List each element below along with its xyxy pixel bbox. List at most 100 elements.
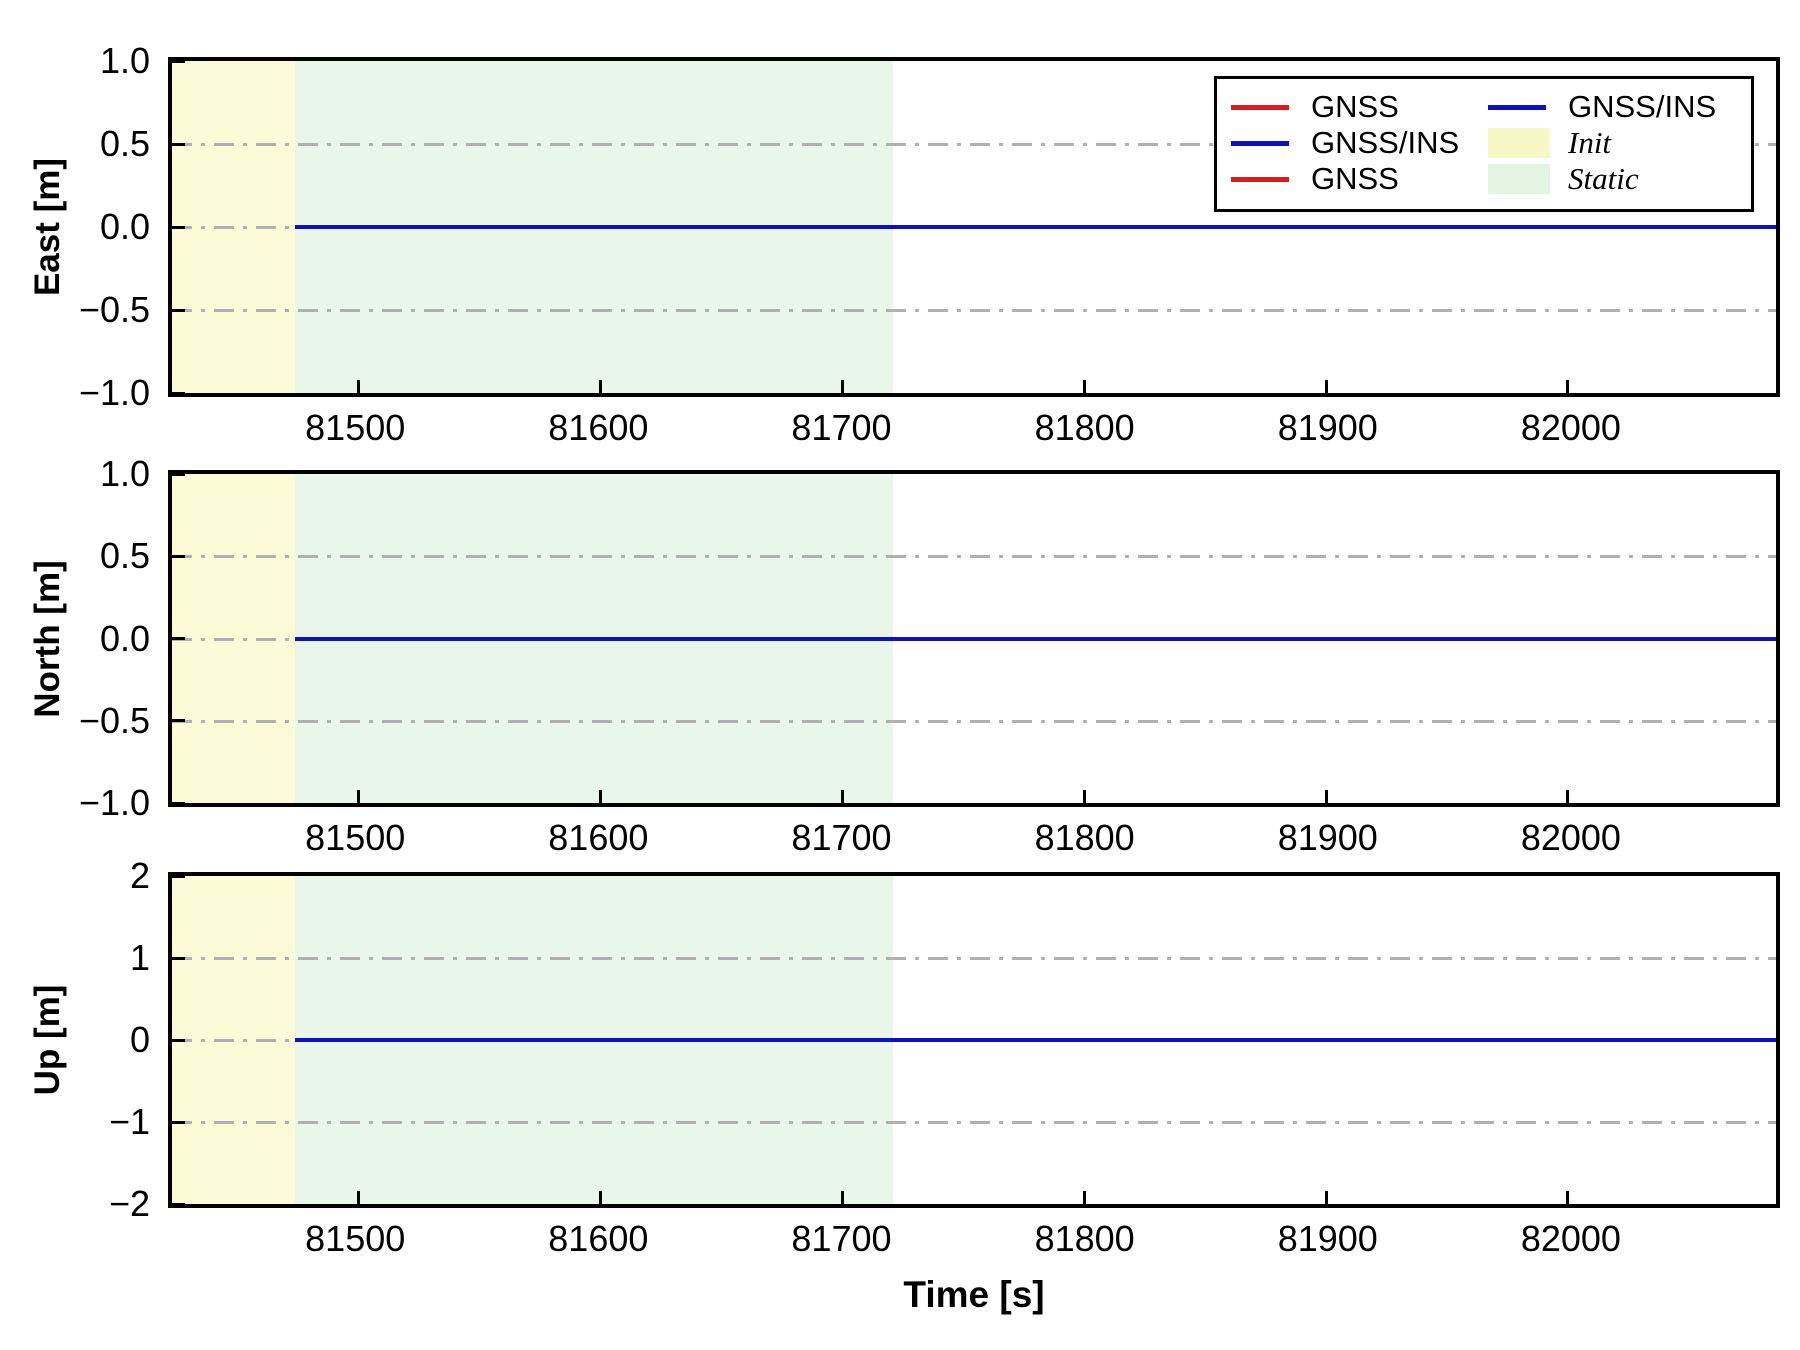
x-tick-mark <box>1082 1191 1086 1204</box>
y-tick-mark <box>172 1202 185 1204</box>
x-tick-label: 81500 <box>305 817 406 858</box>
legend-label: Init <box>1568 125 1612 160</box>
legend-label: GNSS/INS <box>1568 89 1717 124</box>
subplot-north <box>168 470 1780 807</box>
subplot-up <box>168 872 1780 1208</box>
legend-column-2: GNSS/INS Init Static <box>1488 89 1745 197</box>
x-tick-mark <box>840 790 844 803</box>
y-tick-label: 2 <box>129 855 150 896</box>
x-tick-mark <box>356 1191 360 1204</box>
y-tick-mark <box>172 474 185 476</box>
series-line-gnss-ins <box>295 636 1776 641</box>
y-tick-label: 0.0 <box>99 617 150 659</box>
x-axis-title: Time [s] <box>903 1274 1045 1315</box>
y-tick-label: 1.0 <box>99 40 150 81</box>
y-tick-mark <box>172 876 185 878</box>
x-tick-mark <box>1566 1191 1570 1204</box>
x-tick-label: 82000 <box>1520 1218 1621 1259</box>
gridline-y--0.5 <box>172 719 1776 723</box>
x-tick-labels-east: 81500 81600 81700 81800 81900 82000 <box>168 407 1780 449</box>
y-tick-mark <box>172 142 185 146</box>
legend-patch-swatch <box>1488 164 1550 194</box>
legend-label: GNSS <box>1311 89 1399 124</box>
x-tick-label: 81700 <box>791 407 892 448</box>
y-tick-label: −0.5 <box>78 289 150 330</box>
x-tick-label: 81600 <box>548 407 649 448</box>
subplot-east: GNSS GNSS/INS GNSS GNSS/INS Init Static <box>168 57 1780 397</box>
x-tick-mark <box>598 1191 602 1204</box>
x-tick-mark <box>356 790 360 803</box>
y-axis-label-up: Up [m] <box>28 984 67 1096</box>
legend-label: GNSS/INS <box>1311 125 1460 160</box>
x-tick-labels-north: 81500 81600 81700 81800 81900 82000 <box>168 817 1780 859</box>
x-tick-mark <box>840 380 844 393</box>
legend-patch-swatch <box>1488 128 1550 158</box>
x-tick-label: 81800 <box>1034 817 1135 858</box>
x-tick-label: 81900 <box>1277 817 1378 858</box>
x-tick-label: 81900 <box>1277 407 1378 448</box>
y-tick-label: −1 <box>108 1101 150 1142</box>
y-tick-label: −1.0 <box>78 372 150 413</box>
y-tick-mark <box>172 391 185 393</box>
x-tick-label: 81600 <box>548 817 649 858</box>
gridline-y-0.5 <box>172 143 1776 146</box>
y-tick-label: 0.5 <box>99 535 150 577</box>
y-tick-label: 1 <box>129 937 150 978</box>
legend-entry-gnss-ins: GNSS/INS <box>1231 125 1488 161</box>
legend-line-swatch <box>1231 176 1289 182</box>
x-tick-label: 82000 <box>1520 407 1621 448</box>
y-tick-label: 1.0 <box>99 453 150 494</box>
x-tick-mark <box>1566 790 1570 803</box>
series-line-gnss-ins <box>295 1038 1776 1042</box>
y-tick-mark <box>172 719 185 723</box>
y-tick-mark <box>172 1038 185 1042</box>
legend-line-swatch <box>1488 104 1546 110</box>
legend: GNSS GNSS/INS GNSS GNSS/INS Init Static <box>1214 76 1754 212</box>
gridline-y--0.5 <box>172 309 1776 312</box>
x-tick-label: 81700 <box>791 1218 892 1259</box>
gridline-y-1 <box>172 957 1776 960</box>
y-tick-mark <box>172 1120 185 1124</box>
legend-entry-gnss: GNSS <box>1231 161 1488 197</box>
x-tick-label: 82000 <box>1520 817 1621 858</box>
gridline-y--1 <box>172 1121 1776 1124</box>
legend-label: Static <box>1568 161 1639 196</box>
y-tick-label: −2 <box>108 1183 150 1224</box>
y-tick-mark <box>172 61 185 63</box>
y-axis-label-east: East [m] <box>28 157 67 297</box>
y-tick-label: 0.5 <box>99 123 150 164</box>
x-tick-label: 81800 <box>1034 407 1135 448</box>
x-tick-label: 81800 <box>1034 1218 1135 1259</box>
x-tick-mark <box>1082 380 1086 393</box>
x-tick-labels-up: 81500 81600 81700 81800 81900 82000 <box>168 1218 1780 1260</box>
x-tick-mark <box>1566 380 1570 393</box>
legend-entry-gnss-ins: GNSS/INS <box>1488 89 1745 125</box>
y-tick-label: 0.0 <box>99 206 150 247</box>
x-tick-label: 81900 <box>1277 1218 1378 1259</box>
series-line-gnss-ins <box>295 225 1776 229</box>
y-tick-mark <box>172 225 185 229</box>
y-tick-mark <box>172 554 185 558</box>
y-tick-label: −1.0 <box>78 782 150 823</box>
y-axis-label-north: North [m] <box>28 559 67 718</box>
legend-entry-gnss: GNSS <box>1231 89 1488 125</box>
x-tick-mark <box>1324 1191 1328 1204</box>
legend-entry-static: Static <box>1488 161 1745 197</box>
x-tick-label: 81500 <box>305 407 406 448</box>
gridline-y-0.5 <box>172 555 1776 559</box>
y-tick-mark <box>172 308 185 312</box>
x-tick-label: 81600 <box>548 1218 649 1259</box>
legend-entry-init: Init <box>1488 125 1745 161</box>
x-tick-mark <box>598 380 602 393</box>
legend-column-1: GNSS GNSS/INS GNSS <box>1231 89 1488 197</box>
legend-line-swatch <box>1231 140 1289 146</box>
y-tick-mark <box>172 637 185 640</box>
legend-label: GNSS <box>1311 161 1399 196</box>
x-tick-mark <box>356 380 360 393</box>
x-tick-mark <box>1082 790 1086 803</box>
y-tick-label: −0.5 <box>78 699 150 741</box>
x-tick-label: 81500 <box>305 1218 406 1259</box>
y-tick-mark <box>172 956 185 960</box>
x-tick-mark <box>1324 790 1328 803</box>
